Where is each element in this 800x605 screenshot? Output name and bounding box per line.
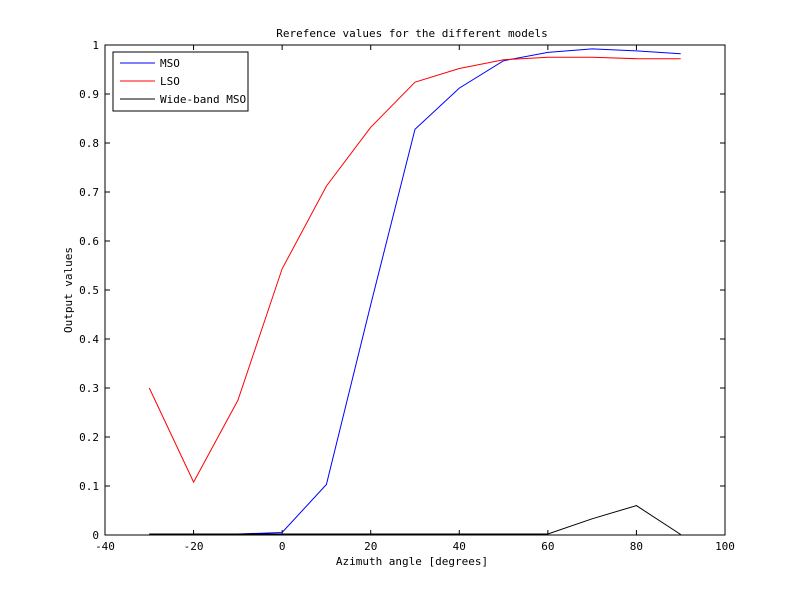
plot-area xyxy=(104,44,726,536)
y-tick-label: 0.9 xyxy=(79,88,99,101)
series-line-lso xyxy=(148,56,681,484)
x-tick-label: 100 xyxy=(715,540,735,553)
legend-label: Wide-band MSO xyxy=(160,93,246,106)
y-tick-label: 0 xyxy=(92,529,99,542)
legend-label: LSO xyxy=(160,75,180,88)
y-tick-label: 0.7 xyxy=(79,186,99,199)
y-tick-label: 0.5 xyxy=(79,284,99,297)
legend: MSO LSO Wide-band MSO xyxy=(112,51,249,112)
x-tick-label: -40 xyxy=(95,540,115,553)
x-tick-label: 60 xyxy=(541,540,554,553)
chart-title: Rerefence values for the different model… xyxy=(276,27,548,40)
x-tick-label: -20 xyxy=(184,540,204,553)
x-tick-label: 0 xyxy=(279,540,286,553)
y-tick-label: 0.6 xyxy=(79,235,99,248)
x-tick-label: 40 xyxy=(453,540,466,553)
y-tick-label: 0.2 xyxy=(79,431,99,444)
series-lines xyxy=(148,48,681,535)
y-tick-label: 0.1 xyxy=(79,480,99,493)
y-tick-label: 0.3 xyxy=(79,382,99,395)
y-tick-label: 1 xyxy=(92,39,99,52)
legend-label: MSO xyxy=(160,57,180,70)
x-axis-label: Azimuth angle [degrees] xyxy=(336,555,488,568)
series-line-wide-band-mso xyxy=(149,505,681,535)
y-axis-label: Output values xyxy=(62,247,75,333)
y-tick-label: 0.8 xyxy=(79,137,99,150)
x-tick-label: 80 xyxy=(630,540,643,553)
y-tick-label: 0.4 xyxy=(79,333,99,346)
axis-ticks: -40 -20 0 20 40 60 80 100 0 0.1 0.2 0.3 0.4 0.5 0.6 0.7… xyxy=(79,39,735,553)
x-tick-label: 20 xyxy=(364,540,377,553)
